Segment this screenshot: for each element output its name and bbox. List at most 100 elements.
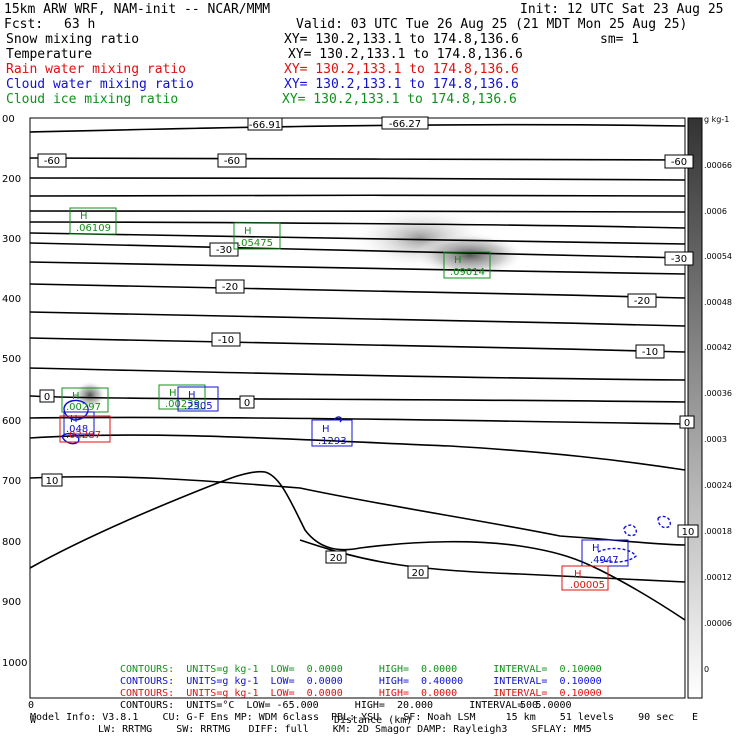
high-h: H bbox=[169, 388, 177, 399]
cloudice-xy: XY= 130.2,133.1 to 174.8,136.6 bbox=[282, 92, 517, 107]
temp-label-box: 10 bbox=[41, 473, 63, 487]
contours-blue: CONTOURS: UNITS=g kg-1 LOW= 0.0000 HIGH=… bbox=[120, 676, 602, 687]
high-marker-rain: .02287 bbox=[59, 415, 111, 443]
high-h: H bbox=[72, 391, 80, 402]
temp-label-box: 20 bbox=[325, 550, 347, 564]
isotherm bbox=[299, 539, 686, 583]
temp-label: -10 bbox=[218, 335, 234, 346]
y-tick-label: 900 bbox=[2, 597, 21, 608]
snow-label: Snow mixing ratio bbox=[6, 32, 140, 47]
contours-black: CONTOURS: UNITS=°C LOW= -65.000 HIGH= 20… bbox=[120, 700, 572, 711]
temp-label: -20 bbox=[634, 296, 650, 307]
high-h: H bbox=[244, 226, 252, 237]
cloud-water-contour bbox=[333, 416, 343, 423]
high-marker-rain: H .00005 bbox=[561, 565, 609, 591]
colorbar-label: .00054 bbox=[704, 252, 732, 261]
isotherm bbox=[29, 209, 686, 213]
y-tick-label: 00 bbox=[2, 114, 15, 125]
isotherm bbox=[29, 221, 686, 229]
isotherm bbox=[29, 283, 686, 299]
colorbar-label: .00006 bbox=[704, 619, 732, 628]
colorbar-label: .0006 bbox=[704, 207, 727, 216]
temp-label: 20 bbox=[330, 553, 343, 564]
terrain-profile bbox=[29, 470, 686, 621]
temp-label: 0 bbox=[44, 392, 50, 403]
rain-xy: XY= 130.2,133.1 to 174.8,136.6 bbox=[284, 62, 519, 77]
snow-sm: sm= 1 bbox=[600, 32, 640, 47]
high-h: H bbox=[80, 211, 88, 222]
colorbar-label: .00042 bbox=[704, 343, 732, 352]
temp-label-box: 0 bbox=[239, 395, 255, 409]
colorbar-label: .00024 bbox=[704, 481, 732, 490]
high-h: H bbox=[188, 390, 196, 401]
colorbar-label: 0 bbox=[704, 665, 709, 674]
y-tick-label: 300 bbox=[2, 234, 21, 245]
colorbar-label: .00018 bbox=[704, 527, 732, 536]
y-tick-label: 400 bbox=[2, 294, 21, 305]
high-value: .1293 bbox=[318, 436, 347, 447]
isotherm bbox=[29, 261, 686, 275]
temp-label-box: -66.91 bbox=[247, 117, 283, 131]
cloud-water-contour bbox=[657, 515, 672, 529]
high-marker-cloud-ice: H .00239 bbox=[158, 384, 206, 410]
init-time: Init: 12 UTC Sat 23 Aug 25 bbox=[520, 2, 724, 17]
high-marker-cloud-water: H .2505 bbox=[177, 386, 219, 412]
temp-label-box: -30 bbox=[664, 251, 694, 266]
isotherm bbox=[29, 123, 686, 133]
high-value: .048 bbox=[66, 424, 88, 435]
colorbar-frame bbox=[687, 117, 703, 699]
colorbar-label: .00036 bbox=[704, 389, 732, 398]
isotherm bbox=[29, 395, 686, 403]
isotherm bbox=[29, 157, 686, 161]
high-marker-cloud-ice: H .05475 bbox=[233, 222, 281, 250]
highs: H .06109 H .05475 H .09014 H .00297 H .0… bbox=[59, 207, 629, 591]
high-marker-cloud-water: H .048 bbox=[63, 411, 95, 435]
isotherm bbox=[29, 311, 686, 327]
high-value: .06109 bbox=[76, 223, 111, 234]
high-marker-cloud-ice: H .06109 bbox=[69, 207, 117, 235]
temp-label: 10 bbox=[682, 527, 695, 538]
rain-label: Rain water mixing ratio bbox=[6, 62, 187, 77]
temp-label: -60 bbox=[671, 157, 687, 168]
temperature-contours bbox=[29, 123, 686, 583]
temp-label-box: -60 bbox=[37, 153, 67, 168]
temp-label-box: -20 bbox=[215, 279, 245, 294]
y-tick-label: 1000 bbox=[2, 658, 27, 669]
isotherm bbox=[29, 337, 686, 353]
snow-shading bbox=[415, 233, 525, 277]
y-axis: 00 200 300 400 500 600 700 800 900 1000 bbox=[2, 114, 27, 669]
high-value: .00239 bbox=[165, 399, 200, 410]
colorbar-units: g kg-1 bbox=[704, 115, 729, 124]
colorbar-label: .00066 bbox=[704, 161, 732, 170]
high-h: H bbox=[322, 424, 330, 435]
contours-red: CONTOURS: UNITS=g kg-1 LOW= 0.0000 HIGH=… bbox=[120, 688, 602, 699]
temp-label-box: -10 bbox=[635, 344, 665, 359]
high-value: .2505 bbox=[184, 401, 213, 412]
high-h: H bbox=[592, 543, 600, 554]
temp-label-box: 10 bbox=[677, 524, 699, 538]
colorbar-label: .00048 bbox=[704, 298, 732, 307]
isotherm bbox=[29, 416, 686, 425]
high-marker-cloud-ice: H .09014 bbox=[443, 251, 491, 279]
temp-label-box: 0 bbox=[39, 389, 55, 403]
colorbar-fill bbox=[688, 118, 702, 698]
temp-label: -10 bbox=[642, 347, 658, 358]
temp-label-box: -60 bbox=[217, 153, 247, 168]
cloudwater-label: Cloud water mixing ratio bbox=[6, 77, 194, 92]
cloud-water-contour bbox=[597, 547, 637, 563]
high-value: .00005 bbox=[570, 580, 605, 591]
cloudice-label: Cloud ice mixing ratio bbox=[6, 92, 179, 107]
colorbar bbox=[687, 117, 703, 699]
colorbar-label: .00012 bbox=[704, 573, 732, 582]
temp-label: 0 bbox=[684, 418, 690, 429]
x-tick-500: 500 bbox=[520, 700, 539, 711]
isotherm bbox=[29, 194, 686, 197]
temp-xy: XY= 130.2,133.1 to 174.8,136.6 bbox=[288, 47, 523, 62]
cloud-water-contour bbox=[623, 524, 638, 537]
temp-label-box: -60 bbox=[664, 154, 694, 169]
isotherm bbox=[29, 177, 686, 181]
high-h: H bbox=[574, 569, 582, 580]
y-tick-label: 600 bbox=[2, 416, 21, 427]
y-tick-label: 800 bbox=[2, 537, 21, 548]
high-value: .05475 bbox=[238, 238, 273, 249]
